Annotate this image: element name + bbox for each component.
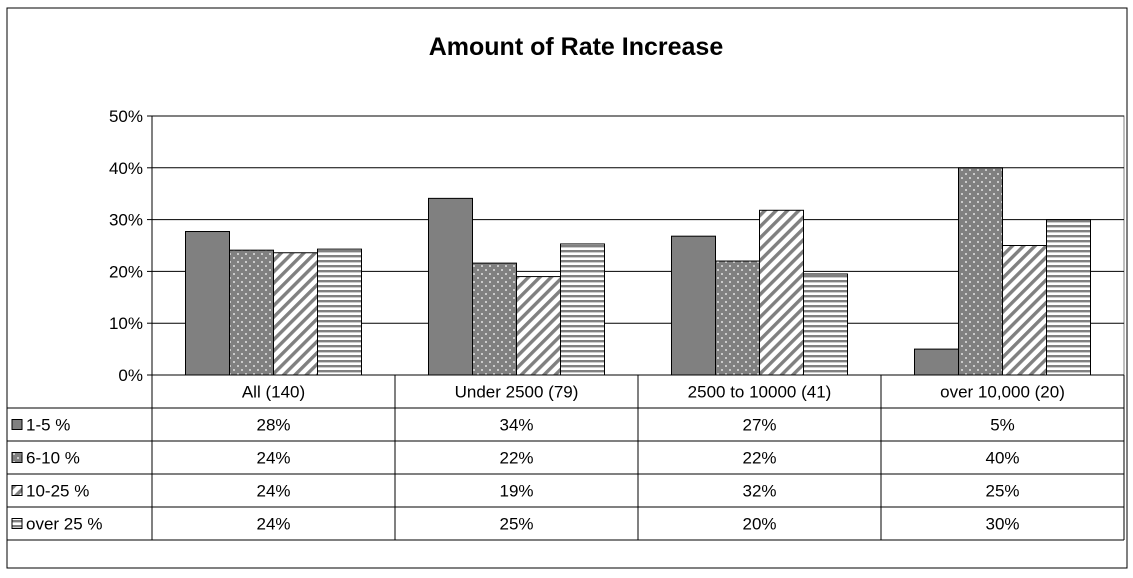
legend-label-1: 1-5 % [26, 416, 70, 435]
y-tick-label: 50% [109, 107, 143, 126]
data-label-1-2: 34% [499, 416, 533, 435]
data-label-3-3: 32% [742, 482, 776, 501]
data-label-1-1: 28% [256, 416, 290, 435]
bar-4-1 [317, 248, 362, 376]
y-tick-label: 0% [118, 366, 143, 385]
bar-2-2 [472, 262, 517, 376]
data-label-4-4: 30% [985, 515, 1019, 534]
legend-swatch-4 [11, 518, 23, 529]
bar-1-1 [185, 231, 230, 376]
legend-label-2: 6-10 % [26, 449, 80, 468]
bar-4-2 [560, 243, 605, 376]
legend-label-4: over 25 % [26, 515, 103, 534]
bar-2-1 [229, 249, 274, 376]
data-label-2-1: 24% [256, 449, 290, 468]
x-tick-label: 2500 to 10000 (41) [688, 383, 832, 402]
legend-label-3: 10-25 % [26, 482, 89, 501]
data-label-1-3: 27% [742, 416, 776, 435]
data-label-1-4: 5% [990, 416, 1015, 435]
bar-2-4 [958, 167, 1003, 376]
legend-swatch-1 [11, 419, 23, 430]
y-tick-label: 40% [109, 159, 143, 178]
x-tick-label: Under 2500 (79) [455, 383, 579, 402]
bar-2-3 [715, 260, 760, 376]
legend-swatch-3 [11, 485, 23, 496]
data-label-4-1: 24% [256, 515, 290, 534]
data-label-2-4: 40% [985, 449, 1019, 468]
bar-1-3 [671, 235, 716, 376]
chart-title: Amount of Rate Increase [429, 33, 724, 61]
data-label-2-3: 22% [742, 449, 776, 468]
legend-swatch-2 [11, 452, 23, 463]
data-label-4-3: 20% [742, 515, 776, 534]
bar-4-3 [803, 273, 848, 376]
x-tick-label: All (140) [242, 383, 305, 402]
bar-1-4 [914, 348, 959, 376]
data-label-3-1: 24% [256, 482, 290, 501]
data-label-3-4: 25% [985, 482, 1019, 501]
data-label-2-2: 22% [499, 449, 533, 468]
y-tick-label: 30% [109, 211, 143, 230]
y-tick-label: 20% [109, 262, 143, 281]
y-tick-label: 10% [109, 314, 143, 333]
bar-4-4 [1046, 219, 1091, 376]
bar-1-2 [428, 197, 473, 376]
data-label-4-2: 25% [499, 515, 533, 534]
bar-3-3 [759, 209, 804, 376]
bar-3-2 [516, 276, 561, 376]
bar-3-4 [1002, 245, 1047, 376]
x-tick-label: over 10,000 (20) [940, 383, 1065, 402]
bar-3-1 [273, 252, 318, 376]
data-label-3-2: 19% [499, 482, 533, 501]
